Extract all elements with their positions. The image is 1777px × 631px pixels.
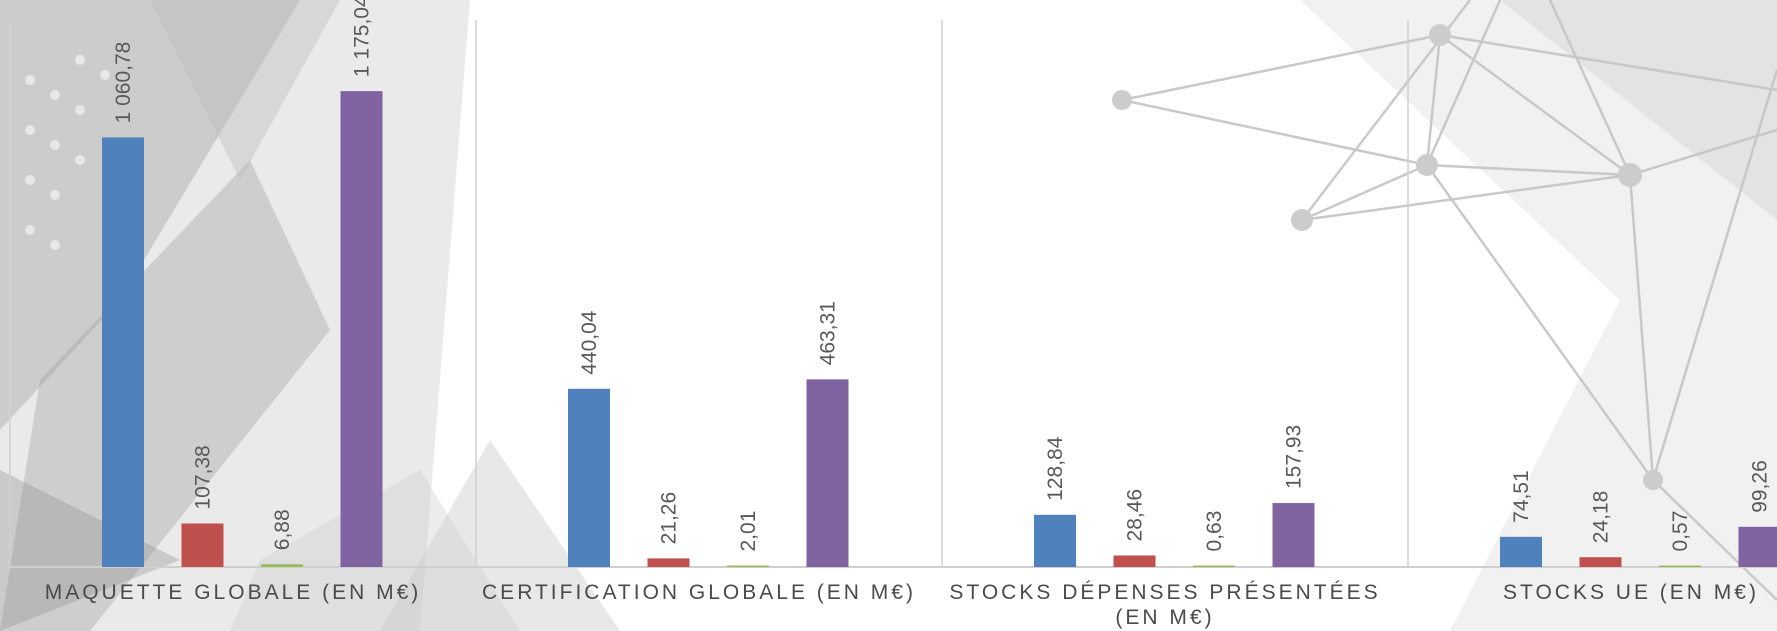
bar-maquette-globale-en-m-series-1 [102, 137, 144, 567]
bar-certification-globale-en-m-series-4 [806, 379, 849, 567]
bar-stocks-ue-en-m-series-2 [1579, 557, 1622, 567]
data-label-certification-globale-en-m-series-3: 2,01 [737, 511, 760, 552]
data-label-maquette-globale-en-m-series-2: 107,38 [192, 445, 215, 509]
data-label-stocks-depenses-presentees-en-m-series-2: 28,46 [1124, 489, 1147, 542]
data-label-stocks-ue-en-m-series-4: 99,26 [1749, 460, 1772, 513]
bar-certification-globale-en-m-series-3 [727, 565, 769, 567]
data-label-certification-globale-en-m-series-1: 440,04 [578, 310, 601, 375]
category-label-stocks-depenses-presentees: STOCKS DÉPENSES PRÉSENTÉES (EN M€) [949, 581, 1381, 629]
bar-certification-globale-en-m-series-1 [568, 388, 610, 567]
data-label-stocks-ue-en-m-series-3: 0,57 [1669, 511, 1692, 552]
data-label-maquette-globale-en-m-series-1: 1 060,78 [112, 42, 135, 124]
data-label-maquette-globale-en-m-series-3: 6,88 [271, 509, 294, 550]
bar-maquette-globale-en-m-series-3 [261, 564, 303, 567]
bar-certification-globale-en-m-series-2 [647, 558, 690, 567]
bar-stocks-ue-en-m-series-4 [1738, 526, 1777, 567]
category-label-maquette-globale: MAQUETTE GLOBALE (EN M€) [44, 581, 422, 604]
data-label-stocks-ue-en-m-series-2: 24,18 [1590, 491, 1613, 544]
bar-maquette-globale-en-m-series-4 [340, 91, 383, 568]
data-label-maquette-globale-en-m-series-4: 1 175,04 [351, 0, 374, 77]
data-label-certification-globale-en-m-series-4: 463,31 [817, 301, 840, 365]
bar-stocks-depenses-presentees-en-m-series-1 [1034, 514, 1076, 567]
category-label-certification-globale: CERTIFICATION GLOBALE (EN M€) [482, 581, 916, 604]
bar-stocks-depenses-presentees-en-m-series-4 [1272, 503, 1315, 567]
data-label-certification-globale-en-m-series-2: 21,26 [658, 492, 681, 545]
data-label-stocks-ue-en-m-series-1: 74,51 [1510, 470, 1533, 523]
bar-stocks-depenses-presentees-en-m-series-2 [1113, 555, 1156, 567]
bar-stocks-ue-en-m-series-3 [1659, 565, 1701, 567]
bar-stocks-depenses-presentees-en-m-series-3 [1193, 565, 1235, 567]
data-label-stocks-depenses-presentees-en-m-series-4: 157,93 [1283, 425, 1306, 489]
category-label-stocks-ue: STOCKS UE (EN M€) [1503, 581, 1759, 604]
bar-maquette-globale-en-m-series-2 [181, 523, 224, 567]
data-label-stocks-depenses-presentees-en-m-series-1: 128,84 [1044, 436, 1067, 501]
data-label-stocks-depenses-presentees-en-m-series-3: 0,63 [1203, 511, 1226, 552]
bar-stocks-ue-en-m-series-1 [1500, 536, 1542, 567]
